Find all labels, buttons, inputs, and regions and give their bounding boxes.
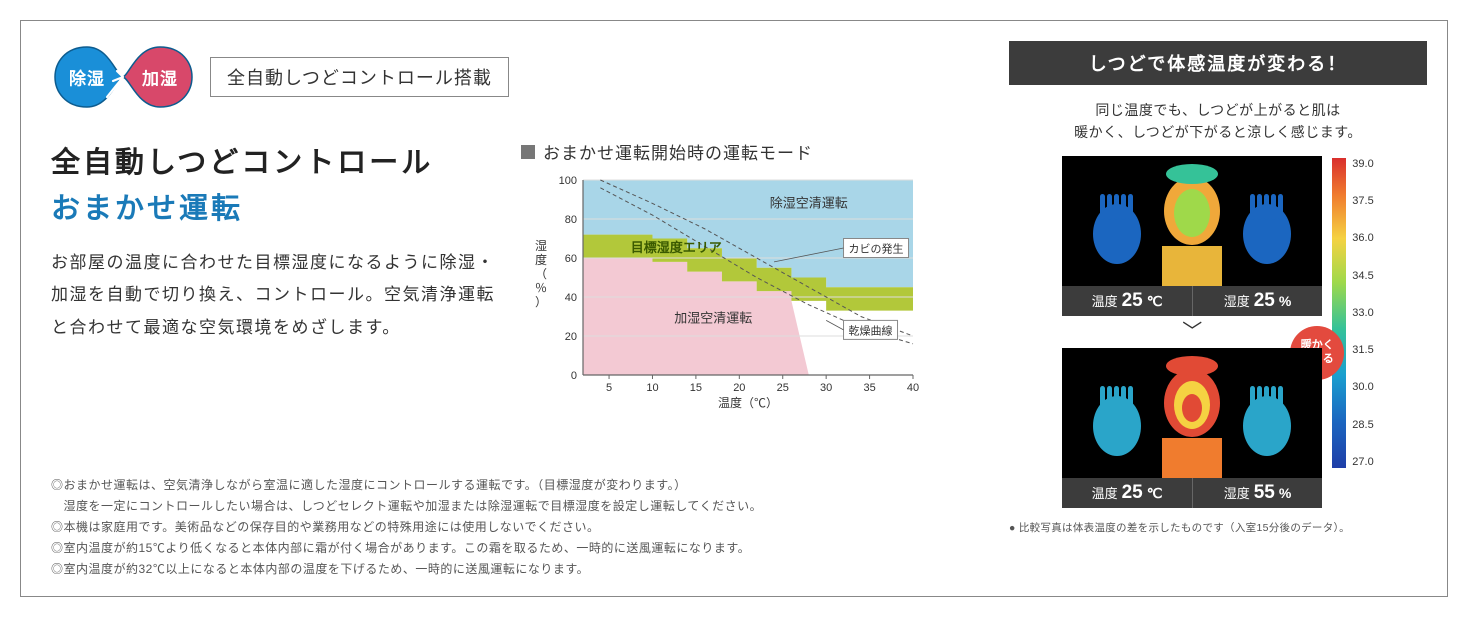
svg-text:度: 度 xyxy=(535,252,547,267)
svg-text:加湿空清運転: 加湿空清運転 xyxy=(674,310,752,325)
svg-text:目標湿度エリア: 目標湿度エリア xyxy=(631,240,722,255)
thermal-card-low-humidity: 温度 25 ℃ 湿度 25 % xyxy=(1062,156,1322,316)
colorbar-tick: 28.5 xyxy=(1352,419,1373,431)
svg-text:湿: 湿 xyxy=(535,238,547,253)
svg-text:0: 0 xyxy=(571,370,577,382)
svg-text:乾燥曲線: 乾燥曲線 xyxy=(849,323,893,337)
footnote-line: ◎室内温度が約32℃以上になると本体内部の温度を下げるため、一時的に送風運転にな… xyxy=(51,559,999,580)
right-footnote: ● 比較写真は体表温度の差を示したものです（入室15分後のデータ）。 xyxy=(1009,520,1427,535)
chart-column: おまかせ運転開始時の運転モード 0 20 40 60 80 100 5 10 15 20 25 30 3… xyxy=(511,139,999,414)
right-panel: しつどで体感温度が変わる！ 同じ温度でも、しつどが上がると肌は暖かく、しつどが下… xyxy=(1009,41,1427,580)
footnote-line: ◎室内温度が約15℃より低くなると本体内部に霜が付く場合があります。この霜を取る… xyxy=(51,538,999,559)
right-panel-subtitle: 同じ温度でも、しつどが上がると肌は暖かく、しつどが下がると涼しく感じます。 xyxy=(1009,99,1427,144)
svg-text:30: 30 xyxy=(820,382,832,394)
thermal-card-high-humidity: 暖かく感じる 温度 25 ℃ 湿度 55 % xyxy=(1062,348,1322,508)
svg-text:（: （ xyxy=(535,267,547,281)
colorbar-tick: 36.0 xyxy=(1352,232,1373,244)
colorbar-tick: 37.5 xyxy=(1352,195,1373,207)
svg-text:）: ） xyxy=(535,295,547,309)
footnotes: ◎おまかせ運転は、空気清浄しながら室温に適した湿度にコントロールする運転です。（… xyxy=(51,467,999,580)
header-feature-label: 全自動しつどコントロール搭載 xyxy=(210,57,509,97)
title-line1: 全自動しつどコントロール xyxy=(51,139,511,181)
thermal-caption-2: 温度 25 ℃ 湿度 55 % xyxy=(1062,478,1322,508)
svg-text:40: 40 xyxy=(565,292,577,304)
chart-title-text: おまかせ運転開始時の運転モード xyxy=(543,139,813,164)
colorbar-tick: 31.5 xyxy=(1352,344,1373,356)
chart-title: おまかせ運転開始時の運転モード xyxy=(521,139,999,164)
footnote-line: ◎おまかせ運転は、空気清浄しながら室温に適した湿度にコントロールする運転です。（… xyxy=(51,475,999,496)
operation-mode-chart: 0 20 40 60 80 100 5 10 15 20 25 30 35 40 湿度（％） 温度（℃） 除湿空… xyxy=(521,170,941,414)
badge-dehumid-label: 除湿 xyxy=(69,65,105,90)
caption-temp-1: 温度 25 ℃ xyxy=(1062,286,1192,316)
svg-text:10: 10 xyxy=(646,382,658,394)
caption-hum-1: 湿度 25 % xyxy=(1192,286,1323,316)
footnote-line: ◎本機は家庭用です。美術品などの保存目的や業務用などの特殊用途には使用しないでく… xyxy=(51,517,999,538)
title-and-desc: 全自動しつどコントロール おまかせ運転 お部屋の温度に合わせた目標湿度になるよう… xyxy=(51,139,511,360)
svg-text:20: 20 xyxy=(733,382,745,394)
thermal-stack: 温度 25 ℃ 湿度 25 % ﹀ 暖かく感じる xyxy=(1062,156,1322,508)
colorbar-tick: 27.0 xyxy=(1352,456,1373,468)
description-text: お部屋の温度に合わせた目標湿度になるように除湿・加湿を自動で切り換え、コントロー… xyxy=(51,247,511,344)
colorbar-tick: 34.5 xyxy=(1352,270,1373,282)
thermal-comparison: 温度 25 ℃ 湿度 25 % ﹀ 暖かく感じる xyxy=(1009,156,1427,508)
svg-text:80: 80 xyxy=(565,214,577,226)
svg-text:20: 20 xyxy=(565,331,577,343)
badge-humid-label: 加湿 xyxy=(142,65,178,90)
right-panel-header: しつどで体感温度が変わる！ xyxy=(1009,41,1427,85)
svg-text:60: 60 xyxy=(565,253,577,265)
colorbar-tick: 39.0 xyxy=(1352,158,1373,170)
caption-hum-2: 湿度 55 % xyxy=(1192,478,1323,508)
colorbar-labels: 39.0 37.5 36.0 34.5 33.0 31.5 30.0 28.5 27.0 xyxy=(1352,158,1373,468)
header-row: 除湿 加湿 全自動しつどコントロール搭載 xyxy=(51,41,999,113)
product-info-panel: 除湿 加湿 全自動しつどコントロール搭載 全自動しつどコントロール おまかせ運転… xyxy=(20,20,1448,597)
svg-text:40: 40 xyxy=(907,382,919,394)
down-arrow-icon: ﹀ xyxy=(1182,322,1202,342)
title-line2: おまかせ運転 xyxy=(51,185,511,227)
colorbar: 39.0 37.5 36.0 34.5 33.0 31.5 30.0 28.5 27.0 xyxy=(1332,156,1373,468)
svg-text:5: 5 xyxy=(606,382,612,394)
svg-text:温度（℃）: 温度（℃） xyxy=(718,395,778,410)
left-column: 除湿 加湿 全自動しつどコントロール搭載 全自動しつどコントロール おまかせ運転… xyxy=(51,41,1009,580)
svg-text:35: 35 xyxy=(863,382,875,394)
svg-text:除湿空清運転: 除湿空清運転 xyxy=(770,195,848,210)
thermal-image-1 xyxy=(1062,156,1322,286)
colorbar-tick: 30.0 xyxy=(1352,381,1373,393)
caption-temp-2: 温度 25 ℃ xyxy=(1062,478,1192,508)
chart-title-bullet-icon xyxy=(521,145,535,159)
humidity-mode-badge: 除湿 加湿 xyxy=(51,41,196,113)
colorbar-gradient xyxy=(1332,158,1346,468)
svg-text:25: 25 xyxy=(777,382,789,394)
colorbar-tick: 33.0 xyxy=(1352,307,1373,319)
footnote-line: 湿度を一定にコントロールしたい場合は、しつどセレクト運転や加湿または除湿運転で目… xyxy=(51,496,999,517)
thermal-image-2 xyxy=(1062,348,1322,478)
svg-text:15: 15 xyxy=(690,382,702,394)
mid-row: 全自動しつどコントロール おまかせ運転 お部屋の温度に合わせた目標湿度になるよう… xyxy=(51,139,999,414)
svg-text:％: ％ xyxy=(535,281,547,295)
svg-text:100: 100 xyxy=(559,175,577,187)
thermal-caption-1: 温度 25 ℃ 湿度 25 % xyxy=(1062,286,1322,316)
title-block: 全自動しつどコントロール おまかせ運転 xyxy=(51,139,511,227)
svg-text:カビの発生: カビの発生 xyxy=(849,242,904,256)
